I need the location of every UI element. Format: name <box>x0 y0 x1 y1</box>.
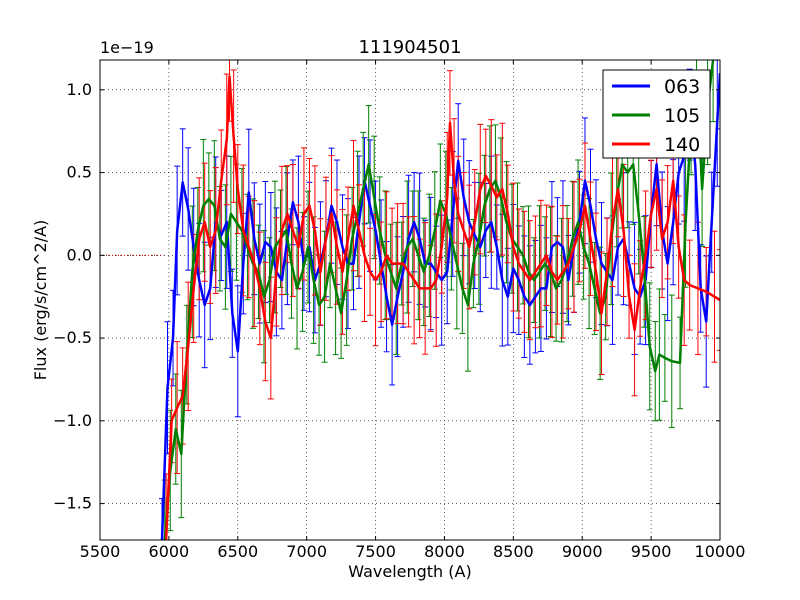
y-axis-ticks: −1.5 −1.0 −0.5 0.0 0.5 1.0 <box>53 80 720 513</box>
series-line-063 <box>160 73 720 540</box>
legend: 063 105 140 <box>602 69 711 159</box>
series-lines <box>160 60 720 540</box>
x-tick-label: 9500 <box>631 542 672 561</box>
y-tick-label: −1.5 <box>53 494 92 513</box>
chart-title: 111904501 <box>358 37 461 58</box>
x-tick-label: 6000 <box>149 542 190 561</box>
x-tick-label: 7000 <box>286 542 327 561</box>
x-axis-ticks: 5500 6000 6500 7000 7500 8000 8500 9000 9500 1000… <box>80 60 746 561</box>
x-tick-label: 10000 <box>695 542 746 561</box>
y-tick-label: 0.0 <box>67 245 92 264</box>
x-tick-label: 7500 <box>355 542 396 561</box>
x-tick-label: 8000 <box>424 542 465 561</box>
x-tick-label: 5500 <box>80 542 121 561</box>
plot-frame <box>99 59 721 541</box>
y-axis-label: Flux (erg/s/cm^2/A) <box>31 220 50 381</box>
y-tick-label: 0.5 <box>67 163 92 182</box>
x-tick-label: 8500 <box>493 542 534 561</box>
legend-label-063: 063 <box>664 76 700 98</box>
legend-label-105: 105 <box>664 105 700 127</box>
x-tick-label: 6500 <box>217 542 258 561</box>
y-tick-label: −1.0 <box>53 411 92 430</box>
y-tick-label: 1.0 <box>67 80 92 99</box>
y-offset-text: 1e−19 <box>100 38 154 57</box>
y-tick-label: −0.5 <box>53 328 92 347</box>
x-axis-label: Wavelength (A) <box>348 562 471 581</box>
legend-label-140: 140 <box>664 134 700 156</box>
x-tick-label: 9000 <box>562 542 603 561</box>
series-line-140 <box>164 75 720 540</box>
